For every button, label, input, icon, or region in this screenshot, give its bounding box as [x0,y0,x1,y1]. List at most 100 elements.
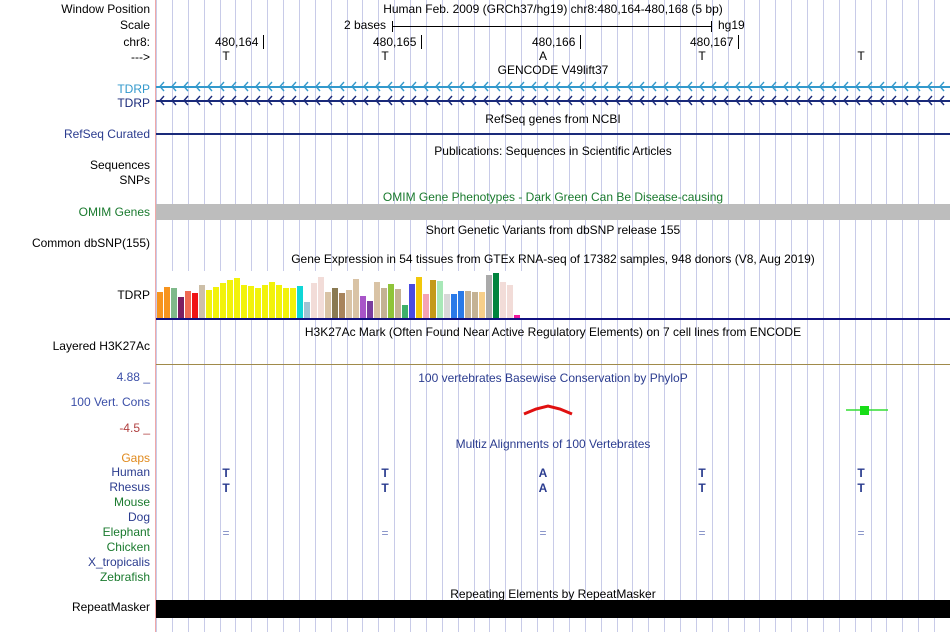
multiz-gap-mark: = [857,526,865,540]
multiz-species-label[interactable]: Chicken [106,540,150,554]
gencode-transcript-row-1[interactable] [156,81,950,92]
gtex-tissue-bar [199,285,205,318]
multiz-species-label[interactable]: Zebrafish [99,570,150,584]
gaps-label[interactable]: Gaps [121,451,150,465]
multiz-base: T [857,466,865,480]
repeatmasker-track-title: Repeating Elements by RepeatMasker [450,587,656,601]
gtex-baseline [156,318,950,320]
multiz-species-label[interactable]: X_tropicalis [87,555,150,569]
window-position-label: Window Position [61,2,150,16]
scale-bar-row: 2 bases hg19 [0,18,950,34]
multiz-base: T [222,466,230,480]
conservation-min-value: -4.5 _ [119,421,150,435]
repeatmasker-label[interactable]: RepeatMasker [71,600,150,614]
conservation-max-value: 4.88 _ [116,370,150,384]
gtex-expression-chart[interactable] [157,271,535,318]
gtex-tissue-bar [388,284,394,318]
gencode-row-label-1[interactable]: TDRP [117,82,150,96]
ruler-position-label: 480,166 [532,35,576,49]
dbsnp-track-title: Short Genetic Variants from dbSNP releas… [425,223,681,237]
multiz-species-row [0,541,950,556]
multiz-base: T [698,481,706,495]
gtex-tissue-bar [374,282,380,318]
gencode-row-label-2[interactable]: TDRP [117,96,150,110]
refseq-track-title: RefSeq genes from NCBI [485,112,621,126]
snps-label[interactable]: SNPs [119,173,150,187]
multiz-species-row: = = = = = [0,526,950,541]
refseq-feature-line[interactable] [156,133,950,135]
multiz-gap-mark: = [222,526,230,540]
gtex-tissue-bar [262,285,268,318]
gtex-tissue-bar [395,289,401,318]
gtex-tissue-bar [304,302,310,318]
strand-label: ---> [131,50,150,64]
multiz-track-title: Multiz Alignments of 100 Vertebrates [455,437,651,451]
gtex-tissue-bar [409,284,415,318]
multiz-species-label[interactable]: Dog [127,510,150,524]
omim-gene-band[interactable] [156,204,950,220]
multiz-base: A [538,481,548,495]
gtex-tissue-bar [339,293,345,318]
multiz-species-label[interactable]: Elephant [102,525,150,539]
scale-ruler [392,21,712,32]
gtex-tissue-bar [311,283,317,318]
multiz-species-row [0,571,950,586]
multiz-base: A [538,466,548,480]
gtex-gene-label[interactable]: TDRP [117,288,150,302]
gtex-tissue-bar [178,297,184,318]
multiz-gap-mark: = [381,526,389,540]
common-dbsnp-label[interactable]: Common dbSNP(155) [31,236,150,250]
gtex-tissue-bar [402,305,408,318]
gencode-track-title: GENCODE V49lift37 [497,63,609,77]
gtex-tissue-bar [416,277,422,318]
strand-arrows-left-icon [159,81,945,92]
gtex-tissue-bar [472,292,478,318]
gtex-track-title: Gene Expression in 54 tissues from GTEx … [291,252,815,266]
omim-genes-label[interactable]: OMIM Genes [78,205,150,219]
repeatmasker-band[interactable] [156,600,950,618]
gtex-tissue-bar [451,294,457,318]
ruler-tick [738,35,739,49]
multiz-species-label[interactable]: Rhesus [109,480,150,494]
h3k27ac-baseline [156,364,950,365]
conservation-label[interactable]: 100 Vert. Cons [70,395,150,409]
gtex-tissue-bar [283,288,289,318]
scale-label: Scale [119,18,150,32]
gtex-tissue-bar [318,277,324,318]
gtex-tissue-bar [353,279,359,318]
reference-base: T [381,49,389,63]
multiz-species-label[interactable]: Mouse [113,495,150,509]
gtex-tissue-bar [241,285,247,318]
ruler-position-label: 480,164 [215,35,259,49]
multiz-species-label[interactable]: Human [111,465,150,479]
multiz-base: T [381,466,389,480]
scale-size-label: 2 bases [343,18,386,32]
gtex-tissue-bar [157,292,163,318]
ruler-tick [421,35,422,49]
phylop-conservation-plot[interactable] [156,370,950,434]
ruler-position-label: 480,167 [690,35,734,49]
gtex-tissue-bar [346,290,352,318]
multiz-gap-mark: = [698,526,706,540]
gtex-tissue-bar [500,282,506,318]
gtex-tissue-bar [465,291,471,318]
assembly-title: Human Feb. 2009 (GRCh37/hg19) chr8:480,1… [383,2,723,16]
gencode-transcript-row-2[interactable] [156,95,950,106]
label-track-divider [155,0,156,632]
gtex-tissue-bar [290,288,296,318]
omim-track-title: OMIM Gene Phenotypes - Dark Green Can Be… [382,190,724,204]
gtex-tissue-bar [514,315,520,318]
refseq-curated-label[interactable]: RefSeq Curated [63,127,150,141]
gtex-tissue-bar [255,288,261,318]
gtex-tissue-bar [458,291,464,318]
gtex-tissue-bar [171,288,177,318]
multiz-base: T [222,481,230,495]
sequences-label[interactable]: Sequences [89,158,150,172]
strand-arrows-left-icon [159,95,945,106]
reference-base: T [698,49,706,63]
gtex-tissue-bar [192,293,198,318]
gtex-tissue-bar [213,287,219,318]
ruler-tick [263,35,264,49]
gtex-tissue-bar [227,280,233,318]
layered-h3k27ac-label[interactable]: Layered H3K27Ac [52,339,150,353]
